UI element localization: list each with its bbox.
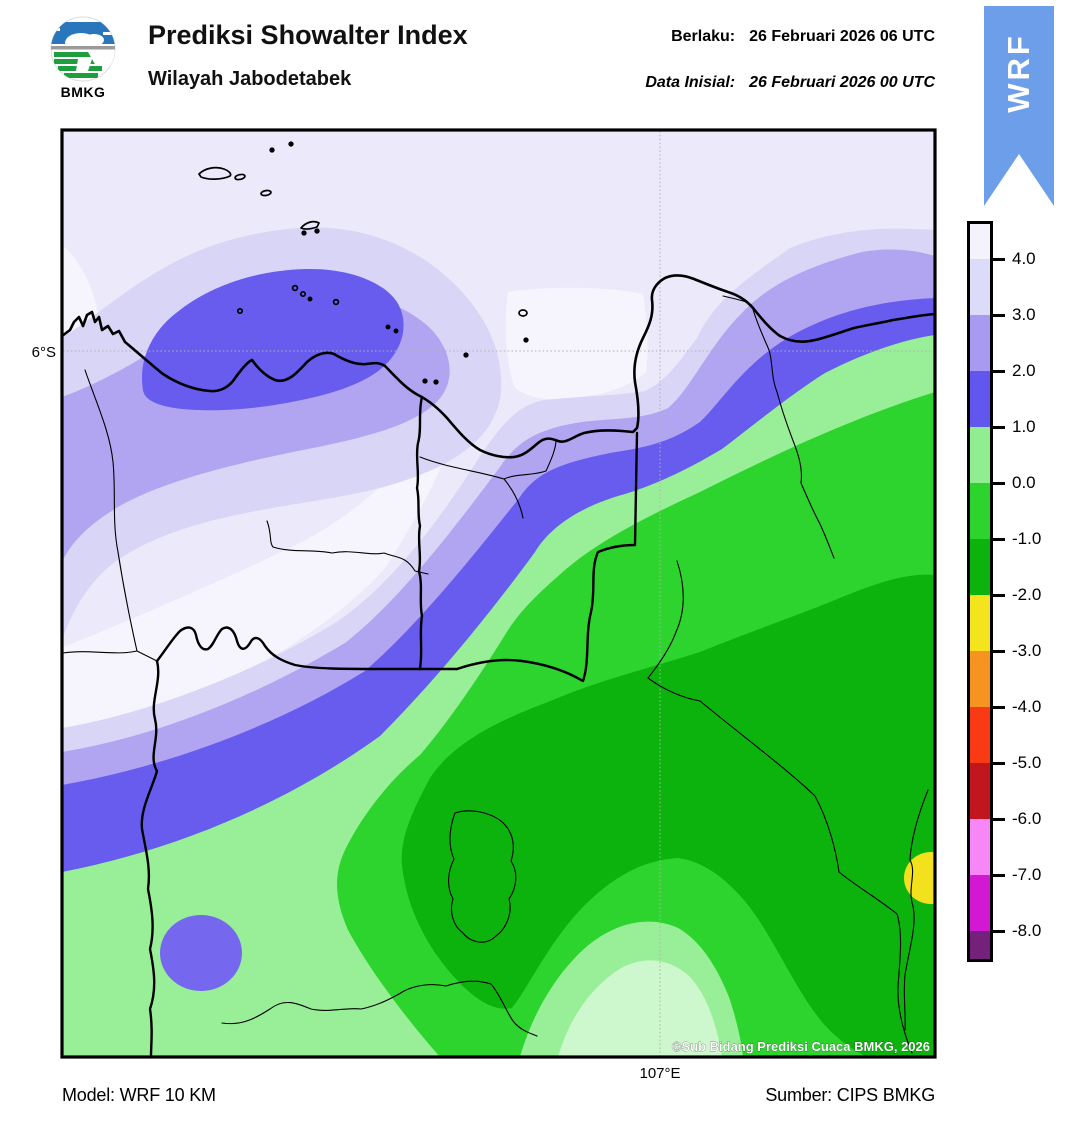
region-gt4-sea <box>505 287 648 400</box>
colorbar-tick <box>992 649 1005 653</box>
colorbar-tick-label: -8.0 <box>1012 921 1042 940</box>
page-title: Prediksi Showalter Index <box>148 20 468 50</box>
colorbar-segment <box>970 371 990 427</box>
colorbar-segment <box>970 875 990 931</box>
admin-boundaries-thick <box>140 395 639 1057</box>
colorbar-cells <box>970 224 990 959</box>
source-label: Sumber: CIPS BMKG <box>765 1085 935 1105</box>
valid-time-label: Berlaku: <box>671 28 736 45</box>
colorbar-segment <box>970 315 990 371</box>
colorbar-segment <box>970 483 990 539</box>
colorbar-segment <box>970 931 990 959</box>
blue-spot-southwest <box>160 915 242 991</box>
colorbar-tick-label: -6.0 <box>1012 809 1042 828</box>
colorbar-tick <box>992 761 1005 765</box>
colorbar-tick-label: 1.0 <box>1012 417 1036 436</box>
colorbar-tick <box>992 593 1005 597</box>
colorbar-segment <box>970 651 990 707</box>
colorbar-tick <box>992 929 1005 933</box>
contour-field: ©Sub Bidang Prediksi Cuaca BMKG, 2026 <box>62 130 935 1057</box>
page-subtitle: Wilayah Jabodetabek <box>148 68 352 90</box>
colorbar-tick-label: 2.0 <box>1012 361 1036 380</box>
lat-tick-label: 6°S <box>32 344 56 361</box>
colorbar-tick-label: -5.0 <box>1012 753 1042 772</box>
region-gt4-west <box>62 430 442 730</box>
bmkg-logo <box>50 16 116 82</box>
graticule <box>63 131 934 1056</box>
logo-text: BMKG <box>60 84 106 100</box>
colorbar <box>967 221 993 962</box>
colorbar-tick <box>992 873 1005 877</box>
islands <box>198 141 529 385</box>
colorbar-tick <box>992 257 1005 261</box>
colorbar-segment <box>970 427 990 483</box>
map-copyright: ©Sub Bidang Prediksi Cuaca BMKG, 2026 <box>672 1039 930 1054</box>
colorbar-tick-label: 3.0 <box>1012 305 1036 324</box>
coastline <box>62 274 935 459</box>
init-time-label: Data Inisial: <box>645 74 736 91</box>
valid-time-value: 26 Februari 2026 06 UTC <box>749 28 935 45</box>
colorbar-tick-label: -1.0 <box>1012 529 1042 548</box>
model-label: Model: WRF 10 KM <box>62 1085 216 1105</box>
admin-boundaries-thin <box>62 295 929 1054</box>
colorbar-tick <box>992 369 1005 373</box>
colorbar-segment <box>970 595 990 651</box>
valid-time-line: Berlaku: 26 Februari 2026 06 UTC <box>671 28 935 46</box>
map-border <box>60 128 937 1059</box>
colorbar-tick <box>992 705 1005 709</box>
colorbar-tick-label: -4.0 <box>1012 697 1042 716</box>
colorbar-tick <box>992 425 1005 429</box>
colorbar-tick <box>992 817 1005 821</box>
logo-terraces <box>54 52 115 78</box>
colorbar-segment <box>970 707 990 763</box>
colorbar-tick <box>992 313 1005 317</box>
colorbar-tick-label: 0.0 <box>1012 473 1036 492</box>
colorbar-tick <box>992 481 1005 485</box>
init-time-value: 26 Februari 2026 00 UTC <box>749 74 935 91</box>
colorbar-tick-label: 4.0 <box>1012 249 1036 268</box>
init-time-line: Data Inisial: 26 Februari 2026 00 UTC <box>645 74 935 92</box>
dome-inner-mint <box>558 960 722 1057</box>
colorbar-segment <box>970 763 990 819</box>
colorbar-segment <box>970 224 990 259</box>
lon-tick-label: 107°E <box>639 1065 680 1082</box>
colorbar-tick <box>992 537 1005 541</box>
colorbar-tick-label: -2.0 <box>1012 585 1042 604</box>
colorbar-tick-label: -3.0 <box>1012 641 1042 660</box>
colorbar-segment <box>970 259 990 315</box>
region-m2-dark-green <box>401 574 935 1057</box>
colorbar-segment <box>970 539 990 595</box>
colorbar-segment <box>970 819 990 875</box>
colorbar-tick-label: -7.0 <box>1012 865 1042 884</box>
